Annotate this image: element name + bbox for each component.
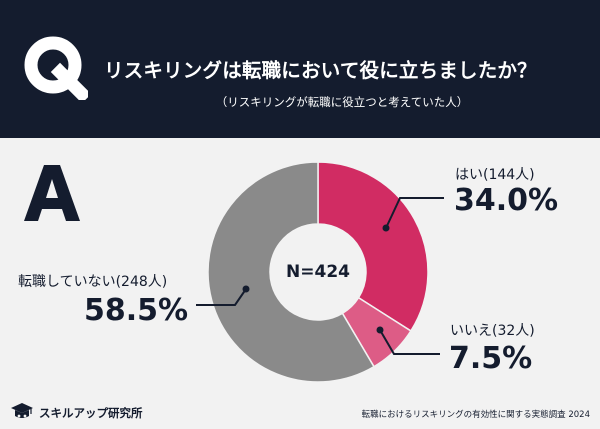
slice-not-changed — [207, 161, 376, 383]
q-letter-icon: Q — [24, 36, 88, 100]
total-count-label: N=424 — [286, 262, 350, 282]
leader-yes — [385, 197, 444, 229]
a-letter-icon: A — [24, 165, 80, 221]
leader-lines — [196, 197, 444, 355]
no-percent-label: 7.5% — [449, 341, 533, 376]
leader-no — [379, 329, 440, 355]
question-header: Q リスキリングは転職において役に立ちましたか？ （リスキリングが転職に役立つと… — [0, 0, 600, 138]
brand-logo: スキルアップ研究所 — [10, 402, 143, 424]
no-count-label: いいえ(32人) — [450, 323, 535, 339]
leader-no-dot — [376, 326, 384, 334]
not-changed-percent-label: 58.5% — [84, 293, 189, 328]
donut-slices — [207, 161, 429, 383]
yes-count-label: はい(144人) — [455, 167, 535, 183]
question-title: リスキリングは転職において役に立ちましたか？ — [104, 59, 537, 82]
yes-percent-label: 34.0% — [454, 183, 559, 218]
slice-yes — [317, 161, 429, 332]
question-subtitle: （リスキリングが転職に役立つと考えていた人） — [215, 95, 469, 109]
leader-yes-dot — [382, 224, 390, 232]
graduation-cap-icon — [11, 403, 33, 418]
source-caption: 転職におけるリスキリングの有効性に関する実態調査 2024 — [361, 410, 590, 420]
brand-name: スキルアップ研究所 — [39, 406, 143, 420]
leader-not-changed-dot — [242, 285, 250, 293]
not-changed-count-label: 転職していない(248人) — [18, 274, 168, 290]
leader-not-changed — [196, 288, 247, 306]
